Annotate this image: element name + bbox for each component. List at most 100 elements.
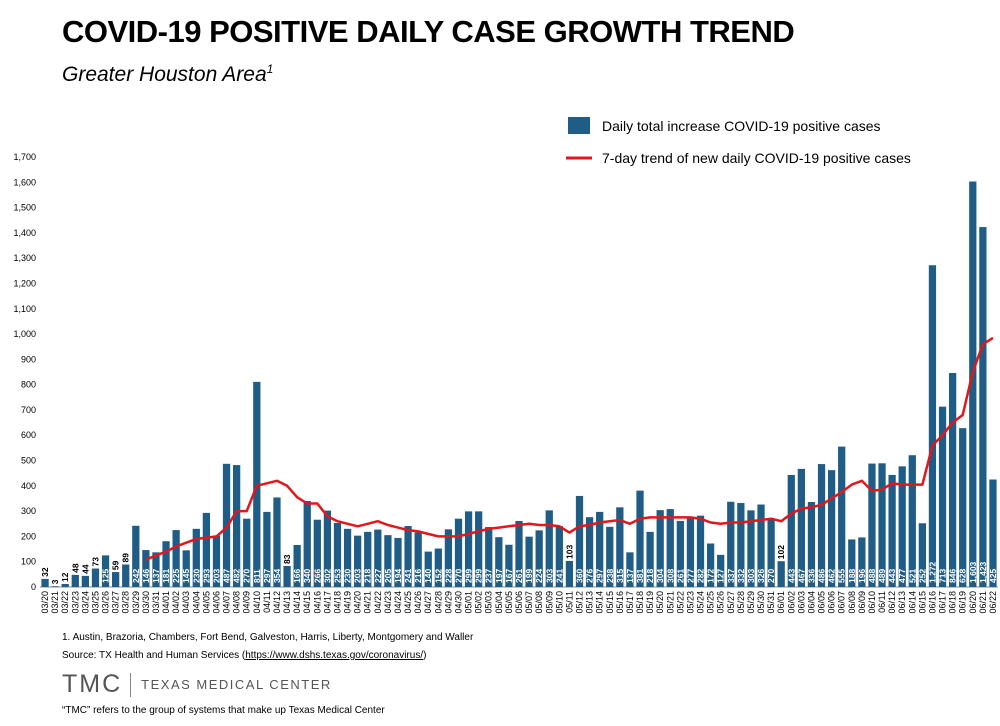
bar bbox=[626, 552, 634, 587]
bar-value-label: 188 bbox=[847, 569, 857, 583]
bar-value-label: 297 bbox=[595, 569, 605, 583]
bar-value-label: 276 bbox=[585, 569, 595, 583]
y-tick-label: 1,600 bbox=[13, 177, 36, 187]
bar bbox=[807, 502, 816, 587]
bar bbox=[404, 526, 412, 587]
bar bbox=[515, 520, 523, 587]
bar-value-label: 1,423 bbox=[978, 561, 988, 583]
bar bbox=[908, 455, 916, 587]
x-tick-label: 04/17 bbox=[322, 591, 332, 614]
bar bbox=[606, 526, 614, 587]
x-tick-label: 05/28 bbox=[736, 591, 746, 614]
bar-value-label: 293 bbox=[201, 569, 211, 583]
x-tick-label: 03/27 bbox=[111, 591, 121, 614]
bar bbox=[293, 545, 301, 587]
x-tick-label: 03/30 bbox=[141, 591, 151, 614]
logo-text: TEXAS MEDICAL CENTER bbox=[141, 677, 332, 692]
bar-value-label: 811 bbox=[252, 569, 262, 583]
bar-value-label: 227 bbox=[373, 569, 383, 583]
x-tick-label: 06/01 bbox=[776, 591, 786, 614]
bar-value-label: 216 bbox=[413, 569, 423, 583]
bar bbox=[596, 511, 604, 587]
bar-value-label: 205 bbox=[383, 569, 393, 583]
x-tick-label: 04/30 bbox=[453, 591, 463, 614]
bar bbox=[989, 479, 997, 587]
bar bbox=[384, 535, 392, 587]
bar bbox=[696, 515, 705, 587]
bar-value-label: 137 bbox=[151, 569, 161, 583]
x-tick-label: 06/20 bbox=[968, 591, 978, 614]
bar-value-label: 270 bbox=[242, 569, 252, 583]
bar bbox=[585, 517, 594, 587]
bar-value-label: 340 bbox=[302, 569, 312, 583]
bar bbox=[162, 541, 170, 587]
bar bbox=[616, 507, 624, 587]
bar bbox=[485, 527, 493, 587]
x-tick-label: 04/03 bbox=[181, 591, 191, 614]
y-tick-label: 1,300 bbox=[13, 253, 36, 263]
x-tick-label: 03/24 bbox=[80, 591, 90, 614]
x-tick-label: 06/15 bbox=[917, 591, 927, 614]
logo-note: “TMC” refers to the group of systems tha… bbox=[62, 705, 385, 716]
x-tick-label: 05/27 bbox=[726, 591, 736, 614]
x-tick-label: 03/22 bbox=[60, 591, 70, 614]
x-tick-label: 05/08 bbox=[534, 591, 544, 614]
bar-value-label: 360 bbox=[575, 569, 585, 583]
x-tick-label: 04/25 bbox=[403, 591, 413, 614]
x-tick-label: 05/23 bbox=[685, 591, 695, 614]
bar bbox=[928, 265, 937, 587]
bar-value-label: 336 bbox=[806, 569, 816, 583]
bar bbox=[364, 531, 372, 587]
x-tick-label: 06/08 bbox=[847, 591, 857, 614]
bar bbox=[666, 509, 674, 587]
x-tick-label: 05/05 bbox=[504, 591, 514, 614]
bar-value-label: 203 bbox=[211, 569, 221, 583]
bar-value-label: 172 bbox=[706, 569, 716, 583]
x-tick-label: 04/10 bbox=[252, 591, 262, 614]
trend-line-series bbox=[145, 336, 994, 561]
x-tick-label: 05/17 bbox=[625, 591, 635, 614]
bar-value-label: 225 bbox=[171, 569, 181, 583]
bar bbox=[555, 526, 563, 587]
bar bbox=[91, 568, 100, 587]
bar-value-label: 230 bbox=[343, 569, 353, 583]
logo-mark: TMC bbox=[62, 670, 123, 698]
bar bbox=[979, 227, 987, 588]
bar-value-label: 228 bbox=[443, 569, 453, 583]
x-tick-label: 04/26 bbox=[413, 591, 423, 614]
bar bbox=[706, 543, 715, 587]
source-note: Source: TX Health and Human Services (ht… bbox=[62, 650, 427, 661]
bar-value-label: 443 bbox=[887, 569, 897, 583]
x-tick-label: 05/11 bbox=[564, 591, 574, 613]
x-tick-label: 05/21 bbox=[665, 591, 675, 614]
bar-value-label: 467 bbox=[796, 569, 806, 583]
source-link[interactable]: https://www.dshs.texas.gov/coronavirus/ bbox=[245, 650, 424, 661]
bar bbox=[545, 510, 553, 587]
x-tick-label: 05/30 bbox=[756, 591, 766, 614]
bar bbox=[878, 463, 886, 587]
bar bbox=[414, 532, 422, 587]
x-tick-label: 06/02 bbox=[786, 591, 796, 614]
x-tick-label: 03/21 bbox=[50, 591, 60, 614]
bar bbox=[676, 520, 684, 587]
bar-value-label: 59 bbox=[111, 560, 121, 570]
bar bbox=[656, 510, 664, 587]
x-tick-label: 04/18 bbox=[332, 591, 342, 614]
bar bbox=[212, 535, 221, 587]
x-tick-label: 05/22 bbox=[675, 591, 685, 614]
bar-value-label: 482 bbox=[232, 569, 242, 583]
x-tick-label: 06/17 bbox=[938, 591, 948, 614]
x-tick-label: 05/14 bbox=[595, 591, 605, 614]
bar-value-label: 270 bbox=[766, 569, 776, 583]
y-tick-label: 1,500 bbox=[13, 203, 36, 213]
bar-value-label: 266 bbox=[312, 569, 322, 583]
bar-value-label: 303 bbox=[746, 569, 756, 583]
x-tick-label: 06/13 bbox=[897, 591, 907, 614]
bar bbox=[394, 537, 402, 587]
bar bbox=[152, 552, 160, 587]
bar-value-label: 238 bbox=[605, 569, 615, 583]
bar bbox=[757, 504, 765, 587]
bar-value-label: 846 bbox=[948, 569, 958, 583]
bar-value-label: 48 bbox=[70, 563, 80, 573]
